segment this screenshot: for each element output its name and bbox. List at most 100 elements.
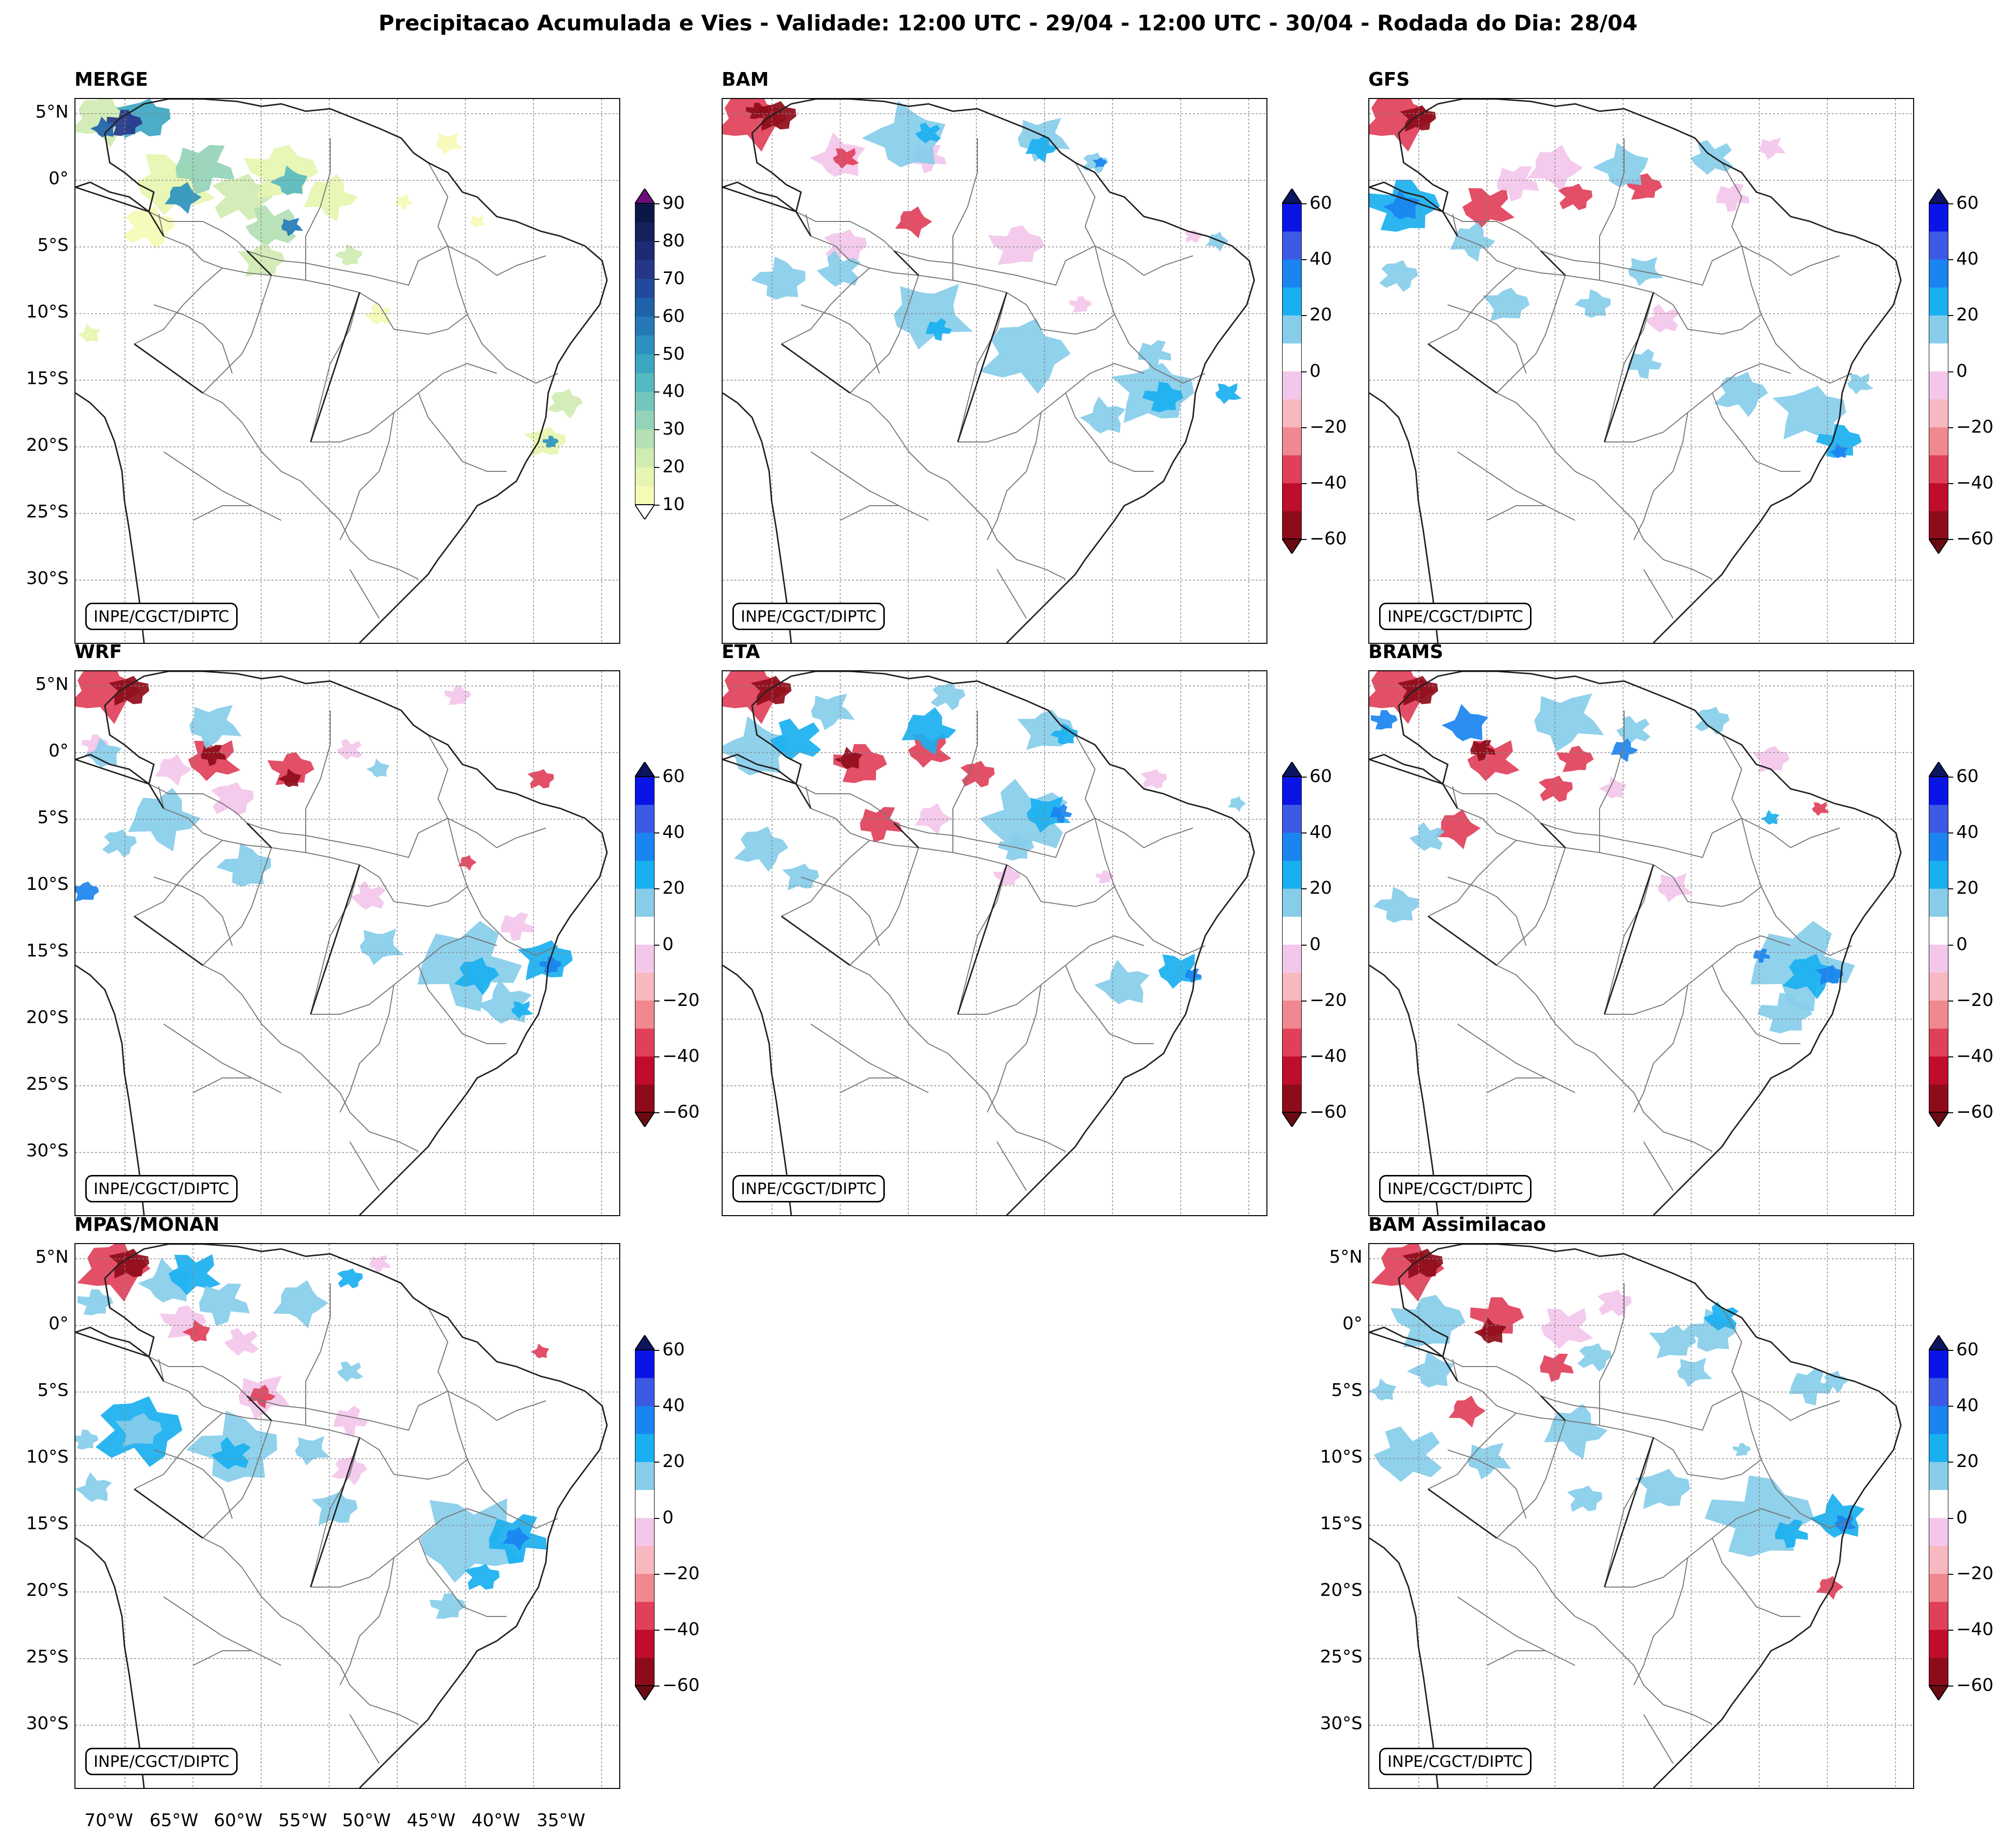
lat-tick-label: 10°S <box>1320 1447 1362 1467</box>
colorbar-tick-mark <box>655 1573 659 1575</box>
lat-tick-label: 0° <box>49 1314 69 1334</box>
precip-colorbar <box>635 189 655 519</box>
lat-tick-label: 20°S <box>26 1007 69 1027</box>
map-panel-wrf: INPE/CGCT/DIPTC <box>74 670 620 1216</box>
lon-tick-label: 35°W <box>536 1810 585 1831</box>
colorbar-tick-label: −20 <box>1310 416 1347 437</box>
colorbar-tick-label: 80 <box>662 230 685 251</box>
colorbar-tick-mark <box>1948 427 1953 428</box>
colorbar-tick-label: 60 <box>662 1340 685 1360</box>
colorbar-tick-mark <box>655 1462 659 1463</box>
bias-colorbar <box>1282 189 1302 554</box>
colorbar-tick-mark <box>1302 315 1307 317</box>
lat-tick-label: 15°S <box>26 1514 69 1534</box>
map-canvas <box>1369 1244 1913 1788</box>
lat-tick-label: 5°N <box>35 674 69 694</box>
lat-tick-label: 5°N <box>35 1247 69 1267</box>
lat-tick-label: 25°S <box>26 502 69 522</box>
colorbar-tick-mark <box>1948 1573 1953 1575</box>
map-canvas <box>723 99 1266 643</box>
lat-tick-label: 5°S <box>37 807 69 828</box>
lat-tick-label: 10°S <box>26 1447 69 1467</box>
colorbar-tick-mark <box>655 1350 659 1351</box>
colorbar-tick-mark <box>655 777 659 778</box>
colorbar-tick-mark <box>1948 1112 1953 1113</box>
colorbar-tick-mark <box>655 316 659 318</box>
colorbar-tick-label: 0 <box>1310 361 1321 381</box>
colorbar-tick-label: −40 <box>1310 472 1347 493</box>
lon-tick-label: 40°W <box>471 1810 520 1831</box>
lat-tick-label: 0° <box>49 741 69 761</box>
colorbar-tick-label: −20 <box>1310 990 1347 1010</box>
colorbar-tick-mark <box>655 1517 659 1519</box>
lat-tick-label: 0° <box>49 169 69 189</box>
colorbar-tick-mark <box>1948 1686 1953 1687</box>
colorbar-tick-mark <box>1948 483 1953 484</box>
colorbar-tick-mark <box>1302 1056 1307 1057</box>
colorbar-tick-label: 90 <box>662 193 685 213</box>
colorbar-tick-label: 40 <box>662 381 685 402</box>
lat-tick-label: 15°S <box>1320 1514 1362 1534</box>
map-panel-brams: INPE/CGCT/DIPTC <box>1368 670 1914 1216</box>
colorbar-tick-mark <box>1948 1629 1953 1631</box>
colorbar-tick-label: 60 <box>1956 1340 1979 1360</box>
colorbar-tick-mark <box>1948 203 1953 204</box>
colorbar-tick-mark <box>655 1686 659 1687</box>
lat-tick-label: 5°S <box>1331 1380 1362 1400</box>
lat-tick-label: 0° <box>1342 1314 1362 1334</box>
colorbar-tick-mark <box>655 505 659 506</box>
colorbar-tick-mark <box>1302 944 1307 946</box>
lat-tick-label: 25°S <box>26 1647 69 1667</box>
lat-tick-label: 30°S <box>26 1713 69 1734</box>
colorbar-tick-mark <box>1948 1517 1953 1519</box>
credit-label: INPE/CGCT/DIPTC <box>85 1175 238 1202</box>
lon-tick-label: 45°W <box>407 1810 456 1831</box>
panel-title-merge: MERGE <box>74 69 148 90</box>
lon-tick-label: 55°W <box>278 1810 327 1831</box>
credit-label: INPE/CGCT/DIPTC <box>1379 1748 1531 1775</box>
map-panel-bam-assimilacao: INPE/CGCT/DIPTC <box>1368 1243 1914 1789</box>
panel-title-brams: BRAMS <box>1368 641 1443 662</box>
colorbar-tick-label: −60 <box>1956 1102 1993 1122</box>
colorbar-tick-mark <box>655 467 659 468</box>
colorbar-tick-mark <box>1948 832 1953 834</box>
colorbar-tick-mark <box>1948 1350 1953 1351</box>
colorbar-tick-label: −20 <box>1956 990 1993 1010</box>
colorbar-tick-label: −20 <box>1956 416 1993 437</box>
lat-tick-label: 15°S <box>26 941 69 961</box>
colorbar-tick-label: −40 <box>1956 472 1993 493</box>
colorbar-tick-label: −40 <box>1310 1046 1347 1066</box>
colorbar-tick-mark <box>1302 539 1307 540</box>
map-panel-merge: INPE/CGCT/DIPTC <box>74 98 620 644</box>
colorbar-tick-label: 60 <box>662 766 685 786</box>
bias-colorbar <box>1929 189 1948 554</box>
colorbar-tick-label: −60 <box>662 1675 700 1695</box>
colorbar-tick-label: −60 <box>1310 1102 1347 1122</box>
colorbar-tick-mark <box>1302 259 1307 261</box>
colorbar-tick-label: 40 <box>662 1395 685 1416</box>
lon-tick-label: 60°W <box>214 1810 263 1831</box>
colorbar-tick-label: −40 <box>662 1619 700 1639</box>
credit-label: INPE/CGCT/DIPTC <box>732 603 885 630</box>
lat-tick-label: 10°S <box>26 302 69 322</box>
colorbar-tick-mark <box>1302 427 1307 428</box>
colorbar-tick-mark <box>1948 944 1953 946</box>
map-canvas <box>1369 99 1913 643</box>
colorbar-tick-label: 0 <box>1956 361 1967 381</box>
colorbar-tick-mark <box>1302 483 1307 484</box>
colorbar-tick-label: 40 <box>1956 1395 1979 1416</box>
colorbar-tick-label: 30 <box>662 419 685 440</box>
colorbar-tick-mark <box>655 203 659 204</box>
lon-tick-label: 70°W <box>84 1810 133 1831</box>
colorbar-tick-label: −40 <box>662 1046 700 1066</box>
colorbar-tick-label: 60 <box>1310 193 1332 213</box>
colorbar-tick-mark <box>655 429 659 431</box>
colorbar-tick-label: 0 <box>662 934 674 954</box>
colorbar-tick-label: −60 <box>1310 529 1347 549</box>
map-panel-eta: INPE/CGCT/DIPTC <box>722 670 1267 1216</box>
colorbar-tick-label: 10 <box>662 494 685 514</box>
credit-label: INPE/CGCT/DIPTC <box>85 1748 238 1775</box>
map-canvas <box>75 671 619 1215</box>
colorbar-tick-label: 70 <box>662 268 685 289</box>
colorbar-tick-mark <box>1302 1000 1307 1002</box>
